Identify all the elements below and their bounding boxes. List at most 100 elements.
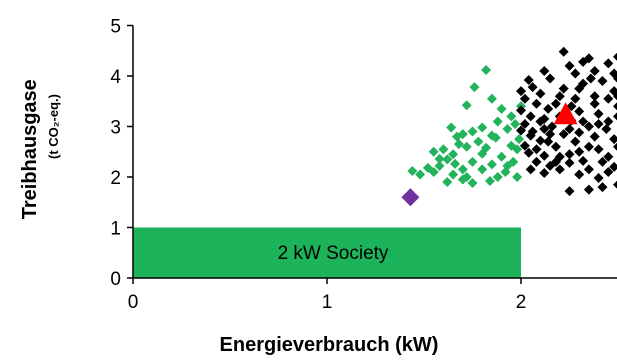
data-point	[564, 149, 575, 160]
data-point	[583, 121, 594, 132]
data-point	[492, 116, 503, 127]
y-axis-unit-label: (t CO₂-eq.)	[46, 94, 61, 159]
data-point	[535, 88, 546, 99]
data-point	[428, 146, 439, 157]
data-point	[574, 127, 585, 138]
data-point	[496, 151, 507, 162]
data-point	[583, 184, 594, 195]
y-tick-label: 1	[110, 219, 121, 240]
data-point	[457, 164, 468, 175]
data-point	[401, 188, 420, 207]
region-rect	[133, 227, 521, 278]
data-point	[539, 65, 550, 76]
data-point	[613, 112, 617, 121]
y-tick-label: 0	[110, 269, 121, 290]
data-point	[603, 58, 614, 69]
data-point	[527, 126, 538, 137]
data-point	[434, 160, 445, 171]
data-point	[564, 124, 575, 135]
data-point	[593, 144, 604, 155]
data-point	[527, 82, 538, 93]
data-point	[531, 144, 542, 155]
data-point	[434, 153, 445, 164]
data-point	[477, 164, 488, 175]
data-point	[539, 113, 550, 124]
region-2kw-society: 2 kW Society	[133, 227, 521, 278]
data-point	[448, 149, 459, 160]
data-point	[574, 169, 585, 180]
y-tick-label: 4	[110, 67, 121, 88]
data-point	[609, 161, 617, 172]
data-point	[589, 91, 600, 102]
data-point	[574, 83, 585, 94]
data-point	[570, 68, 581, 79]
data-point	[603, 166, 614, 177]
data-point	[578, 116, 589, 127]
data-point	[578, 155, 589, 166]
data-point	[514, 134, 525, 145]
data-point	[519, 118, 530, 129]
data-point	[519, 140, 530, 151]
data-point	[457, 174, 468, 185]
data-point	[613, 142, 617, 151]
data-point	[490, 132, 501, 143]
data-point	[469, 82, 480, 93]
data-point	[603, 93, 614, 104]
data-point	[512, 172, 523, 182]
data-point	[525, 111, 536, 122]
data-point	[442, 154, 453, 165]
y-tick-label: 3	[110, 118, 121, 139]
data-point	[543, 136, 554, 147]
y-axis-title: Treibhausgase (t CO₂-eq.)	[19, 79, 61, 219]
data-point	[613, 180, 617, 189]
x-tick-label: 1	[322, 292, 333, 313]
data-point	[442, 177, 453, 188]
data-point	[451, 131, 462, 142]
ticks: 0 1 2 3 4 5 0 1 2	[110, 17, 526, 314]
data-point	[583, 141, 594, 152]
data-point	[601, 124, 612, 135]
x-tick-label: 2	[516, 292, 527, 313]
data-point	[519, 93, 530, 104]
data-point	[461, 100, 472, 111]
data-point	[506, 111, 517, 122]
data-point	[558, 129, 569, 140]
data-point	[554, 91, 565, 102]
data-point	[516, 125, 526, 136]
data-point	[516, 105, 526, 116]
data-point	[554, 164, 565, 175]
data-point	[613, 92, 617, 101]
data-point	[539, 167, 550, 178]
data-point	[523, 75, 534, 86]
data-point	[593, 173, 604, 184]
data-points	[401, 46, 617, 207]
data-point	[545, 73, 556, 84]
data-point	[453, 139, 464, 150]
data-point	[422, 162, 433, 173]
data-point	[512, 144, 523, 155]
data-point	[564, 186, 575, 197]
data-point	[535, 135, 546, 146]
data-point	[448, 169, 459, 180]
data-point	[484, 176, 495, 187]
data-point	[477, 148, 488, 159]
data-point	[613, 52, 617, 61]
data-point	[570, 136, 581, 147]
data-point	[539, 124, 550, 135]
data-point	[446, 122, 457, 133]
data-point	[593, 118, 604, 129]
data-point	[597, 156, 608, 167]
data-point	[583, 53, 594, 64]
data-point	[603, 116, 614, 127]
data-point	[583, 164, 594, 175]
data-point	[558, 83, 569, 94]
data-point	[609, 86, 617, 97]
data-point	[477, 122, 488, 133]
data-point	[492, 172, 503, 182]
data-point	[502, 160, 513, 171]
data-point	[523, 147, 534, 158]
data-point	[473, 136, 484, 147]
data-point	[550, 141, 561, 152]
x-axis-label: Energieverbrauch (kW)	[220, 334, 439, 356]
